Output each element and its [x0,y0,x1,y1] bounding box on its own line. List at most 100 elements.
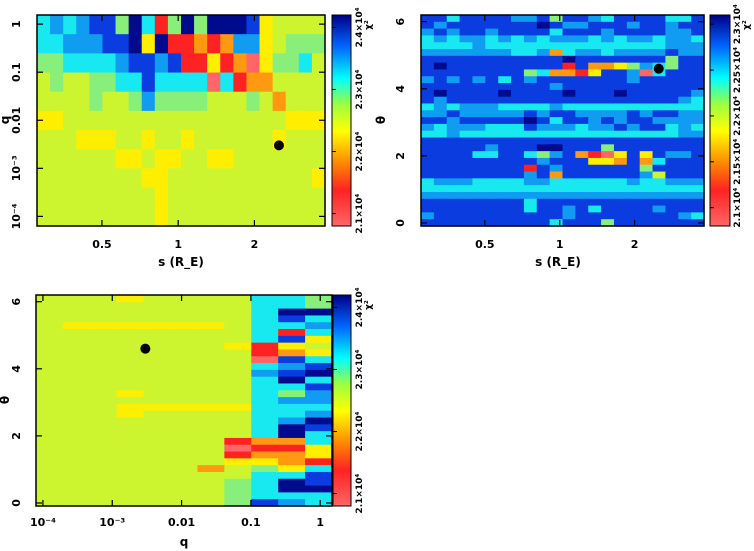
heatmap-cell [639,164,654,173]
heatmap-cell [549,164,564,173]
heatmap-cell [511,42,525,50]
heatmap-cell [498,96,512,105]
heatmap-cell [116,329,145,337]
heatmap-cell [143,417,172,425]
heatmap-cell [459,157,474,166]
heatmap-cell [575,35,589,43]
heatmap-cell [523,164,538,173]
heatmap-cell [194,53,208,74]
heatmap-cell [128,149,143,170]
heatmap-cell [154,149,169,170]
heatmap-cell [259,168,274,189]
heatmap-cell [278,295,306,303]
heatmap-cell [181,53,195,74]
heatmap-cell [472,35,486,43]
heatmap-cell [613,15,628,23]
heatmap-cell [652,15,667,23]
heatmap-cell [194,206,208,227]
heatmap-cell [549,171,564,179]
heatmap-cell [421,178,435,186]
heatmap-cell [511,35,525,43]
x-axis-label: s (R_E) [158,255,204,270]
heatmap-cell [421,110,435,118]
heatmap-cell [601,28,615,37]
heatmap-cell [62,437,91,446]
heatmap-cell [421,219,435,227]
heatmap-cell [433,83,448,91]
heatmap-cell [116,465,145,473]
heatmap-cell [562,110,576,118]
heatmap-cell [305,301,333,310]
heatmap-cell [472,117,486,125]
heatmap-cell [446,171,461,179]
y-tick-label: 2 [10,432,23,440]
heatmap-cell [36,349,64,357]
heatmap-cell [575,212,589,220]
heatmap-cell [224,383,252,391]
heatmap-cell [251,403,279,412]
heatmap-cell [278,458,306,466]
heatmap-cell [76,110,90,131]
heatmap-cell [678,69,692,77]
heatmap-cell [116,383,145,391]
heatmap-cell [562,117,576,125]
heatmap-cell [511,89,525,98]
heatmap-cell [143,322,172,330]
heatmap-cell [224,376,252,385]
heatmap-cell [278,363,306,371]
heatmap-cell [246,34,261,54]
heatmap-cell [251,301,279,310]
heatmap-cell [194,149,208,170]
heatmap-cell [588,89,602,98]
heatmap-cell [36,356,64,364]
heatmap-cell [37,15,51,35]
heatmap-cell [588,219,602,227]
heatmap-cell [170,403,199,412]
heatmap-cell [89,492,118,500]
heatmap-cell [194,168,208,189]
heatmap-cell [678,123,692,132]
heatmap-cell [485,76,499,84]
heatmap-cell [89,15,104,35]
heatmap-cell [89,130,104,150]
heatmap-cell [639,42,654,50]
heatmap-cell [311,187,326,208]
heatmap-cell [498,15,512,23]
heatmap-cell [421,185,435,193]
heatmap-cell [485,137,499,145]
heatmap-cell [259,15,274,35]
heatmap-cell [50,168,64,189]
heatmap-cell [207,110,221,131]
heatmap-cell [50,206,64,227]
heatmap-cell [170,383,199,391]
heatmap-cell [278,417,306,425]
heatmap-cell [89,315,118,323]
heatmap-cell [678,178,692,186]
heatmap-cell [678,42,692,50]
heatmap-cell [62,308,91,317]
heatmap-cell [549,110,564,118]
heatmap-cell [116,363,145,371]
heatmap-cell [278,397,306,405]
heatmap-cell [197,437,225,446]
heatmap-cell [421,130,435,139]
heatmap-cell [665,157,679,166]
heatmap-cell [523,35,538,43]
heatmap-cell [433,42,448,50]
heatmap-cell [446,212,461,220]
heatmap-cell [116,424,145,432]
heatmap-cell [167,72,182,93]
heatmap-cell [421,137,435,145]
heatmap-cell [285,168,300,189]
heatmap-cell [498,55,512,64]
heatmap-cell [652,55,667,64]
heatmap-cell [305,369,333,378]
heatmap-cell [62,335,91,344]
heatmap-cell [154,34,169,54]
heatmap-cell [311,130,326,150]
heatmap-cell [224,403,252,412]
heatmap-cell [259,206,274,227]
heatmap-cell [278,356,306,364]
heatmap-cell [116,403,145,412]
heatmap-cell [639,35,654,43]
